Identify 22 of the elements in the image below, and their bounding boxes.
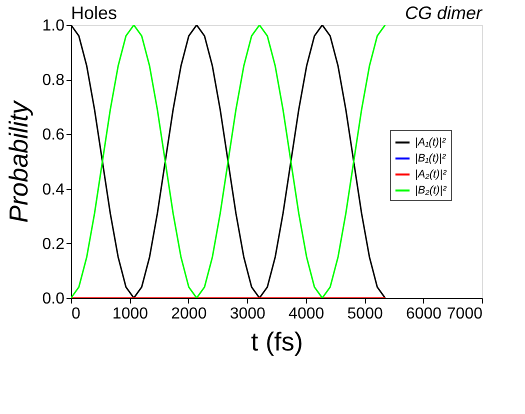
y-tick-label: 0.0 bbox=[42, 290, 65, 308]
y-axis-title: Probability bbox=[3, 99, 34, 223]
x-tick-label: 3000 bbox=[230, 306, 266, 322]
x-tick-label: 6000 bbox=[406, 306, 442, 322]
y-tick-label: 1.0 bbox=[42, 18, 65, 34]
y-tick-label: 0.4 bbox=[42, 181, 65, 198]
y-tick-label: 0.8 bbox=[42, 72, 65, 90]
legend-label: |A₁(t)|² bbox=[415, 136, 446, 148]
legend-label: |B₂(t)|² bbox=[415, 184, 447, 196]
x-tick-label: 1000 bbox=[112, 306, 148, 322]
legend-label: |A₂(t)|² bbox=[415, 168, 447, 180]
x-tick-label: 7000 bbox=[446, 306, 483, 322]
x-tick-label: 5000 bbox=[347, 306, 383, 322]
legend-label: |B₁(t)|² bbox=[415, 152, 446, 164]
y-tick-label: 0.6 bbox=[42, 126, 65, 144]
text: Holes bbox=[71, 3, 118, 23]
x-axis-title: t (fs) bbox=[251, 326, 303, 356]
x-tick-label: 4000 bbox=[288, 306, 324, 322]
text: CG dimer bbox=[404, 3, 483, 23]
x-tick-label: 2000 bbox=[171, 306, 207, 322]
y-tick-label: 0.2 bbox=[42, 236, 65, 253]
x-tick-label: 0 bbox=[72, 306, 80, 322]
